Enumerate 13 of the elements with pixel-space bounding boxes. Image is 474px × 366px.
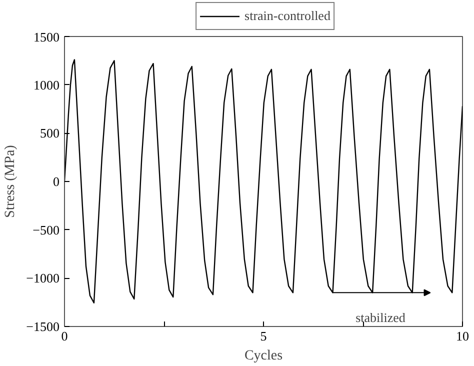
x-tick-label: 5 <box>260 328 267 344</box>
y-tick-label: −1500 <box>26 319 60 334</box>
x-axis-title: Cycles <box>244 348 283 364</box>
y-tick-label: 1000 <box>34 77 60 92</box>
legend-label: strain-controlled <box>244 8 330 24</box>
annotation: stabilized <box>356 310 406 325</box>
y-tick-label: −500 <box>32 222 60 238</box>
y-tick-label: 0 <box>53 174 60 189</box>
x-tick-label: 10 <box>456 328 469 344</box>
y-axis-title: Stress (MPa) <box>3 144 18 218</box>
y-tick-label: 500 <box>40 126 60 141</box>
y-tick-label: 1500 <box>34 30 60 44</box>
y-tick-label: −1000 <box>26 270 60 286</box>
